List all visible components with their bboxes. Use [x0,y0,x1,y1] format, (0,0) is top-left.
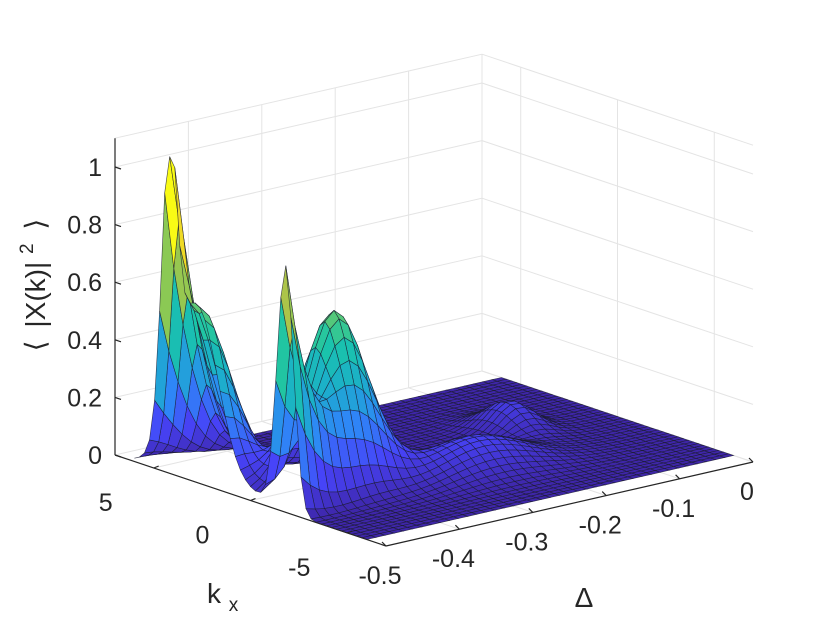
x-tick-label: 0 [740,478,754,506]
y-tick-mark [250,497,256,502]
z-tick-mark [114,224,122,228]
z-tick-mark [114,281,122,285]
x-tick-mark [454,524,460,530]
z-tick-label: 0.2 [67,384,102,412]
z-tick-mark [114,396,122,400]
x-tick-label: -0.1 [652,495,695,523]
x-tick-mark [675,474,681,480]
z-tick-mark [114,166,122,170]
grid-line [114,82,483,168]
x-tick-label: -0.2 [579,512,622,540]
y-tick-label: 0 [196,522,210,550]
x-tick-mark [381,541,387,547]
z-tick-label: 0 [88,442,102,470]
y-tick-mark [153,465,159,469]
z-tick-mark [114,454,122,458]
x-tick-mark [601,491,607,497]
tick-labels: -0.5 -0.4 -0.3 -0.2 -0.1 0 5 0 -5 0 0.2 0.4 0.6 0.8 1 [67,154,754,590]
z-tick-label: 0.6 [67,269,102,297]
x-tick-mark [528,507,534,513]
z-tick-mark [114,339,122,343]
x-tick-mark [748,457,754,463]
z-tick-label: 1 [88,154,102,182]
y-axis-label: k x [207,578,239,616]
x-axis-line [385,461,754,547]
grid-line [114,53,483,139]
y-tick-label: -5 [288,554,310,582]
x-axis-label: Δ [575,582,594,613]
axes-lines [114,138,754,547]
y-axis-label-sub: x [229,595,239,616]
z-axis-label-body: |X(k)| [20,262,51,328]
z-axis-label-close: ⟩ [20,219,51,230]
z-tick-label: 0.4 [67,327,102,355]
y-tick-label: 5 [99,489,113,517]
z-axis-label-sup: 2 [17,243,38,254]
surface-mesh [134,156,735,540]
z-axis-label: ⟨ |X(k)| 2 ⟩ [8,219,51,352]
z-axis-label-open: ⟨ [20,340,51,351]
y-axis-label-main: k [207,578,222,609]
x-tick-label: -0.3 [505,528,548,556]
x-tick-label: -0.4 [432,545,475,573]
x-tick-label: -0.5 [358,562,401,590]
y-tick-mark [347,530,353,534]
z-tick-label: 0.8 [67,212,102,240]
